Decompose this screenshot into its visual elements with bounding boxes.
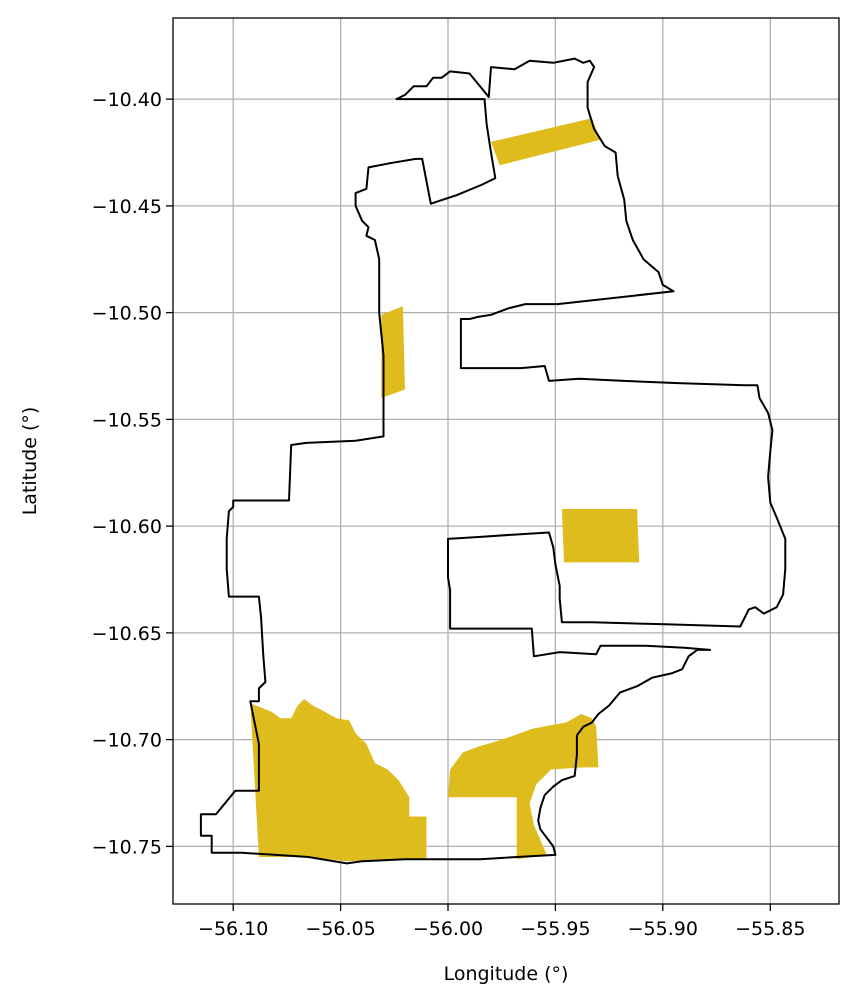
y-tick-label: −10.50 (92, 303, 162, 325)
x-tick-label: −56.00 (413, 918, 483, 940)
shaded-regions (250, 118, 640, 862)
y-tick-label: −10.40 (92, 89, 162, 111)
grid-lines (173, 18, 839, 904)
y-tick-label: −10.65 (92, 623, 162, 645)
x-tick-label: −56.05 (305, 918, 375, 940)
y-tick-label: −10.60 (92, 516, 162, 538)
axis-ticks: −56.10 −56.05 −56.00 −55.95 −55.90 −55.85 −10.… (92, 89, 806, 940)
x-axis-label: Longitude (°) (444, 963, 569, 985)
shaded-region-southwest-cluster (250, 699, 410, 862)
x-tick-label: −55.95 (520, 918, 590, 940)
x-tick-label: −55.85 (735, 918, 805, 940)
municipality-boundary (199, 57, 787, 865)
shaded-region-southeast-cluster (448, 714, 599, 860)
y-axis-label: Latitude (°) (19, 407, 41, 516)
y-tick-label: −10.70 (92, 730, 162, 752)
y-tick-label: −10.55 (92, 409, 162, 431)
plot-frame (172, 17, 840, 905)
shaded-region-western-strip (381, 306, 405, 398)
x-tick-label: −56.10 (198, 918, 268, 940)
x-tick-label: −55.90 (628, 918, 698, 940)
shaded-region-northern-band (491, 118, 601, 166)
y-tick-label: −10.75 (92, 836, 162, 858)
boundary-outline (199, 57, 787, 865)
shaded-region-southwest-block (394, 816, 427, 860)
shaded-region-eastern-block (561, 509, 640, 563)
y-tick-label: −10.45 (92, 196, 162, 218)
